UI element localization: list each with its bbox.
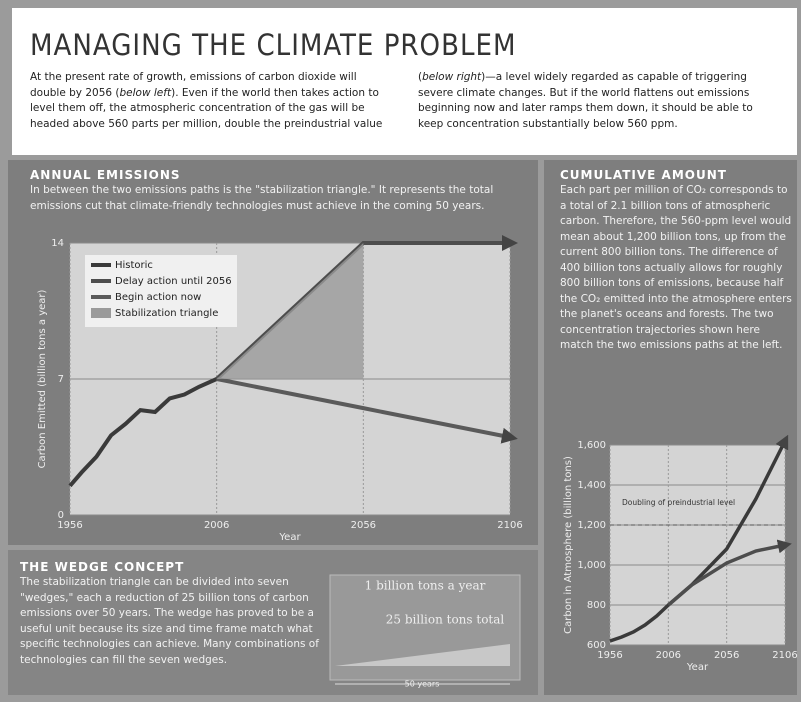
x-axis-label: Year (278, 532, 301, 543)
x-tick-label: 1956 (597, 650, 622, 661)
series-line (667, 539, 792, 607)
legend-swatch (91, 308, 111, 318)
legend-label: Historic (115, 260, 153, 271)
wedge-text: The stabilization triangle can be divide… (20, 576, 319, 666)
x-tick-label: 2006 (656, 650, 681, 661)
reference-label: Doubling of preindustrial level (622, 498, 735, 507)
intro: At the present rate of growth, emissions… (30, 70, 780, 132)
x-tick-label: 2006 (204, 520, 229, 531)
x-axis-label: Year (686, 662, 709, 673)
cumulative-heading: CUMULATIVE AMOUNT (560, 168, 727, 182)
rate-label: 1 billion tons a year (365, 579, 486, 593)
span-label: 50 years (405, 680, 440, 689)
x-tick-label: 2056 (351, 520, 376, 531)
wedge-diagram: 1 billion tons a year 25 billion tons to… (329, 574, 521, 689)
title: MANAGING THE CLIMATE PROBLEM (30, 28, 517, 62)
legend-label: Stabilization triangle (115, 308, 218, 319)
y-axis-label: Carbon in Atmosphere (billion tons) (563, 456, 574, 634)
y-tick-label: 1,600 (577, 440, 606, 451)
y-tick-label: 1,000 (577, 560, 606, 571)
intro-part: )—a level widely regarded as capable of … (418, 71, 753, 130)
series-line (68, 377, 218, 488)
y-tick-label: 14 (51, 238, 64, 249)
x-tick-label: 2106 (497, 520, 522, 531)
y-tick-label: 7 (58, 374, 64, 385)
intro-part: ). Even if the world then takes action t… (30, 71, 423, 130)
y-tick-label: 600 (587, 640, 606, 651)
intro-part: below right (422, 71, 482, 83)
plot-area (610, 445, 785, 645)
y-tick-label: 1,400 (577, 480, 606, 491)
y-tick-label: 800 (587, 600, 606, 611)
x-tick-label: 1956 (57, 520, 82, 531)
x-tick-label: 2056 (714, 650, 739, 661)
annual-text: In between the two emissions paths is th… (30, 184, 494, 212)
legend-label: Delay action until 2056 (115, 276, 232, 287)
x-tick-label: 2106 (772, 650, 797, 661)
wedge-shape (335, 644, 510, 666)
wedge-heading: THE WEDGE CONCEPT (20, 560, 185, 574)
cumulative-text: Each part per million of CO₂ corresponds… (560, 184, 792, 351)
total-label: 25 billion tons total (386, 613, 505, 627)
intro-part: At the present rate of growth, emissions… (30, 71, 357, 99)
header-box (12, 8, 797, 155)
y-tick-label: 1,200 (577, 520, 606, 531)
intro-part: below left (119, 86, 172, 99)
legend-label: Begin action now (115, 292, 201, 303)
series-line (216, 377, 518, 444)
y-axis-label: Carbon Emitted (billion tons a year) (37, 289, 48, 468)
area (216, 243, 364, 379)
annual-heading: ANNUAL EMISSIONS (30, 168, 181, 182)
y-tick-label: 0 (58, 510, 64, 521)
series-line (609, 434, 789, 643)
